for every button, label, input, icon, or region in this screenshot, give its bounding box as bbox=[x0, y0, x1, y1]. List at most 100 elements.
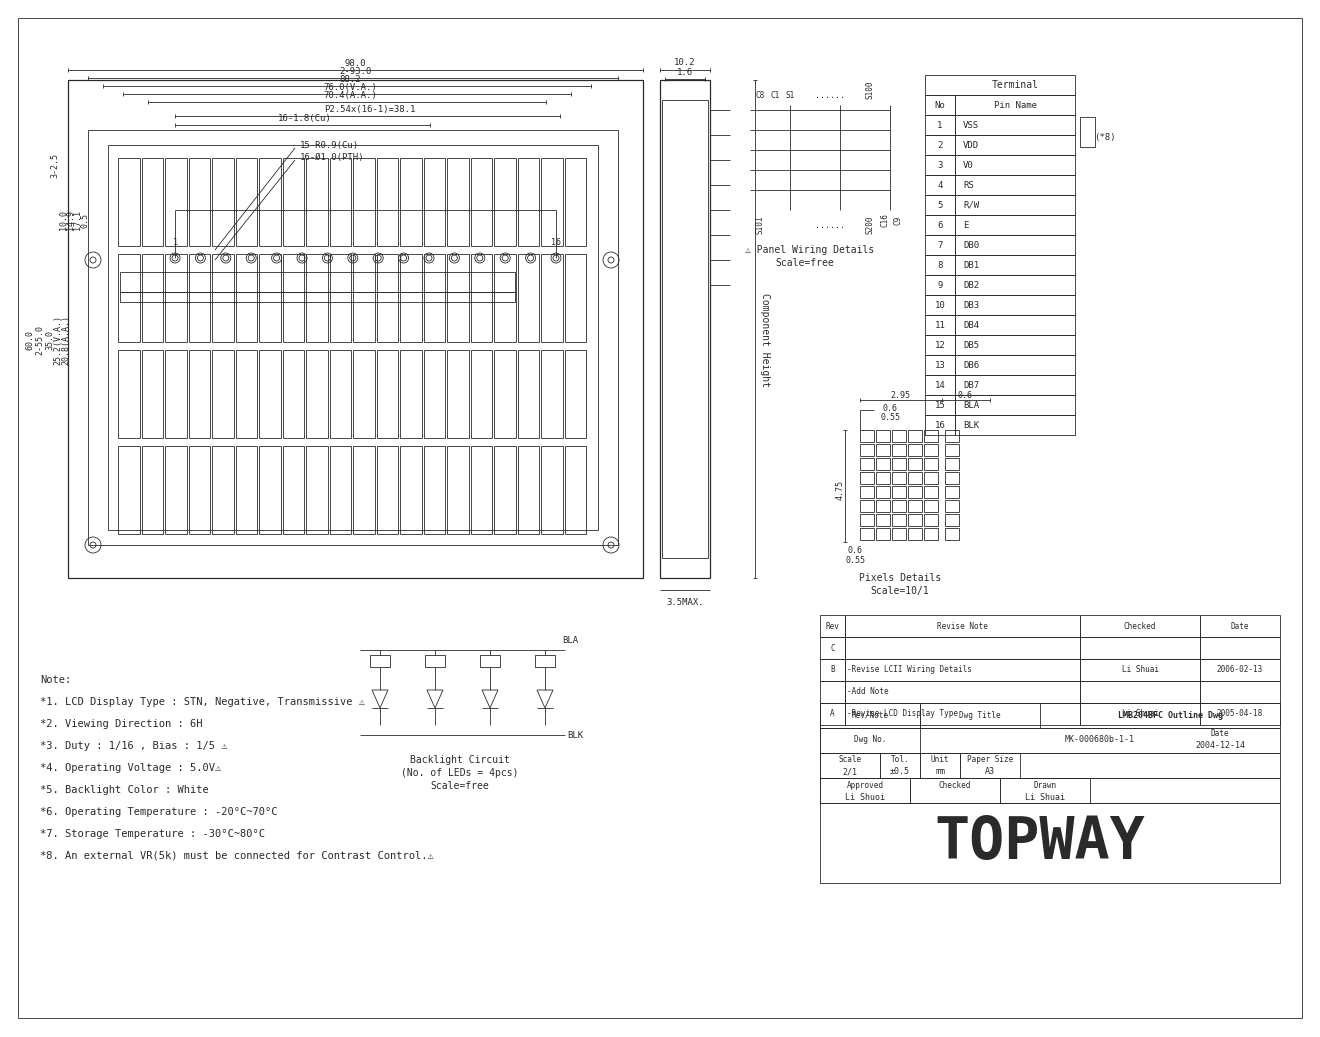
Bar bbox=[945, 444, 960, 456]
Text: *7. Storage Temperature : -30°C~80°C: *7. Storage Temperature : -30°C~80°C bbox=[40, 829, 265, 839]
Text: C: C bbox=[830, 644, 834, 652]
Bar bbox=[352, 254, 375, 342]
Text: 15: 15 bbox=[935, 400, 945, 410]
Bar bbox=[189, 446, 210, 534]
Bar bbox=[259, 351, 281, 438]
Bar bbox=[924, 472, 939, 484]
Bar bbox=[954, 415, 1074, 435]
Bar bbox=[861, 472, 874, 484]
Bar bbox=[1001, 778, 1090, 803]
Bar bbox=[954, 355, 1074, 375]
Bar bbox=[945, 528, 960, 540]
Bar bbox=[370, 655, 389, 667]
Text: 2004-12-14: 2004-12-14 bbox=[1195, 740, 1245, 750]
Bar bbox=[924, 528, 939, 540]
Bar bbox=[924, 500, 939, 512]
Text: A: A bbox=[830, 709, 834, 719]
Text: RS: RS bbox=[964, 180, 974, 190]
Text: A3: A3 bbox=[985, 767, 995, 777]
Text: *2. Viewing Direction : 6H: *2. Viewing Direction : 6H bbox=[40, 719, 202, 729]
Text: *6. Operating Temperature : -20°C~70°C: *6. Operating Temperature : -20°C~70°C bbox=[40, 807, 277, 817]
Bar bbox=[424, 446, 445, 534]
Text: 4.75: 4.75 bbox=[836, 480, 845, 500]
Bar bbox=[663, 100, 708, 558]
Text: B: B bbox=[830, 666, 834, 674]
Text: ±0.5: ±0.5 bbox=[890, 767, 909, 777]
Bar bbox=[925, 315, 954, 335]
Bar bbox=[880, 753, 920, 778]
Bar bbox=[924, 430, 939, 442]
Bar bbox=[820, 753, 880, 778]
Text: 4: 4 bbox=[937, 180, 942, 190]
Bar bbox=[141, 446, 162, 534]
Bar bbox=[908, 500, 921, 512]
Bar bbox=[1200, 658, 1280, 681]
Bar bbox=[845, 703, 1080, 725]
Bar bbox=[517, 351, 539, 438]
Bar bbox=[117, 446, 140, 534]
Bar bbox=[945, 486, 960, 498]
Bar bbox=[470, 254, 492, 342]
Text: DB0: DB0 bbox=[964, 241, 979, 250]
Text: Li Shuoi: Li Shuoi bbox=[845, 792, 884, 802]
Text: Pin Name: Pin Name bbox=[994, 101, 1036, 110]
Bar bbox=[447, 446, 469, 534]
Bar bbox=[876, 528, 890, 540]
Text: *5. Backlight Color : White: *5. Backlight Color : White bbox=[40, 785, 209, 795]
Text: 70.4(A.A.): 70.4(A.A.) bbox=[323, 90, 378, 100]
Bar bbox=[920, 703, 1040, 728]
Bar bbox=[259, 446, 281, 534]
Text: Scale=free: Scale=free bbox=[775, 258, 834, 268]
Bar bbox=[282, 351, 304, 438]
Bar bbox=[892, 430, 906, 442]
Bar bbox=[1080, 637, 1200, 658]
Bar bbox=[494, 254, 516, 342]
Text: Unit: Unit bbox=[931, 756, 949, 764]
Text: DB2: DB2 bbox=[964, 280, 979, 289]
Text: 12: 12 bbox=[935, 340, 945, 349]
Bar bbox=[924, 444, 939, 456]
Bar bbox=[820, 803, 1280, 882]
Text: 7: 7 bbox=[937, 241, 942, 250]
Bar bbox=[924, 514, 939, 526]
Bar bbox=[908, 458, 921, 470]
Bar bbox=[876, 430, 890, 442]
Bar bbox=[924, 486, 939, 498]
Bar bbox=[892, 486, 906, 498]
Text: 3.5MAX.: 3.5MAX. bbox=[667, 597, 704, 607]
Bar bbox=[213, 254, 234, 342]
Bar bbox=[845, 681, 1080, 703]
Bar bbox=[235, 158, 257, 246]
Bar bbox=[235, 351, 257, 438]
Text: 14.9: 14.9 bbox=[66, 211, 75, 230]
Text: Rev: Rev bbox=[825, 621, 840, 630]
Bar bbox=[954, 275, 1074, 295]
Text: *3. Duty : 1/16 , Bias : 1/5 ⚠: *3. Duty : 1/16 , Bias : 1/5 ⚠ bbox=[40, 741, 227, 751]
Bar bbox=[88, 130, 618, 545]
Bar bbox=[820, 728, 1280, 753]
Bar bbox=[820, 703, 920, 728]
Text: 11: 11 bbox=[935, 320, 945, 330]
Bar bbox=[820, 681, 845, 703]
Text: (*8): (*8) bbox=[1094, 133, 1115, 141]
Bar bbox=[925, 115, 954, 135]
Text: mm: mm bbox=[935, 767, 945, 777]
Bar bbox=[954, 135, 1074, 155]
Text: DB6: DB6 bbox=[964, 361, 979, 369]
Text: DB7: DB7 bbox=[964, 381, 979, 390]
Text: 13: 13 bbox=[935, 361, 945, 369]
Text: 5: 5 bbox=[937, 200, 942, 209]
Bar bbox=[925, 135, 954, 155]
Text: Date: Date bbox=[1210, 729, 1229, 737]
Bar bbox=[494, 351, 516, 438]
Bar bbox=[425, 655, 445, 667]
Bar bbox=[908, 486, 921, 498]
Text: 6: 6 bbox=[937, 221, 942, 229]
Text: 0.6: 0.6 bbox=[847, 545, 862, 555]
Bar bbox=[925, 335, 954, 355]
Bar bbox=[165, 351, 186, 438]
Text: DB5: DB5 bbox=[964, 340, 979, 349]
Bar bbox=[1200, 681, 1280, 703]
Text: DB3: DB3 bbox=[964, 301, 979, 309]
Bar bbox=[925, 295, 954, 315]
